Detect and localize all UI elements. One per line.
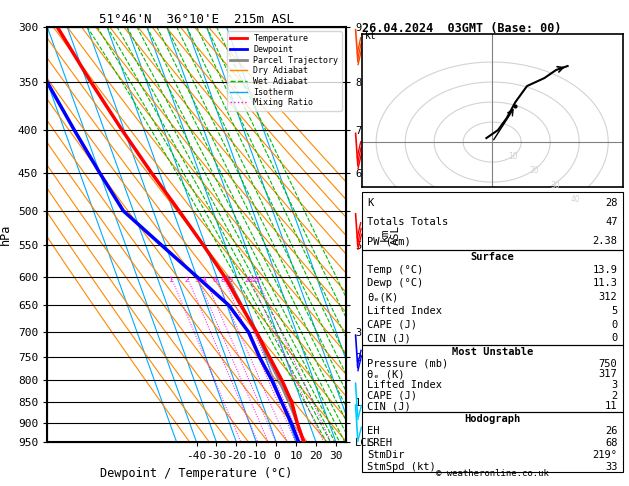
- Text: 4: 4: [202, 277, 206, 282]
- Text: 312: 312: [599, 292, 618, 302]
- Text: PW (cm): PW (cm): [367, 236, 411, 246]
- Text: 10: 10: [225, 277, 233, 282]
- Text: StmDir: StmDir: [367, 450, 404, 460]
- Text: 8: 8: [221, 277, 225, 282]
- Text: 6: 6: [213, 277, 217, 282]
- Text: 11.3: 11.3: [593, 278, 618, 288]
- Text: K: K: [367, 198, 373, 208]
- Title: 51°46'N  36°10'E  215m ASL: 51°46'N 36°10'E 215m ASL: [99, 13, 294, 26]
- Text: 30: 30: [550, 181, 560, 190]
- Text: 3: 3: [194, 277, 199, 282]
- Text: 10: 10: [508, 152, 518, 161]
- Text: 25: 25: [252, 277, 260, 282]
- Text: 5: 5: [611, 306, 618, 316]
- Text: 1: 1: [169, 277, 173, 282]
- Text: © weatheronline.co.uk: © weatheronline.co.uk: [436, 469, 548, 478]
- Text: CIN (J): CIN (J): [367, 401, 411, 411]
- Text: Pressure (mb): Pressure (mb): [367, 359, 448, 368]
- Text: Lifted Index: Lifted Index: [367, 306, 442, 316]
- Text: Lifted Index: Lifted Index: [367, 380, 442, 390]
- Bar: [362, 412, 623, 472]
- Text: 317: 317: [599, 369, 618, 379]
- Text: CAPE (J): CAPE (J): [367, 320, 417, 330]
- Text: 219°: 219°: [593, 450, 618, 460]
- Text: SREH: SREH: [367, 438, 392, 448]
- X-axis label: Dewpoint / Temperature (°C): Dewpoint / Temperature (°C): [101, 467, 292, 480]
- Bar: [362, 345, 623, 412]
- Bar: [362, 192, 623, 250]
- Text: 2: 2: [611, 391, 618, 400]
- Text: 28: 28: [605, 198, 618, 208]
- Text: 13.9: 13.9: [593, 265, 618, 275]
- Text: Most Unstable: Most Unstable: [452, 347, 533, 358]
- Text: 0: 0: [611, 333, 618, 344]
- Text: 20: 20: [529, 166, 539, 175]
- Text: Temp (°C): Temp (°C): [367, 265, 423, 275]
- Text: Hodograph: Hodograph: [464, 414, 520, 424]
- Legend: Temperature, Dewpoint, Parcel Trajectory, Dry Adiabat, Wet Adiabat, Isotherm, Mi: Temperature, Dewpoint, Parcel Trajectory…: [227, 31, 342, 110]
- Text: 3: 3: [611, 380, 618, 390]
- Text: 26: 26: [605, 426, 618, 436]
- Text: CAPE (J): CAPE (J): [367, 391, 417, 400]
- Text: 750: 750: [599, 359, 618, 368]
- Text: 20: 20: [245, 277, 254, 282]
- Text: 2: 2: [185, 277, 189, 282]
- Text: Totals Totals: Totals Totals: [367, 217, 448, 227]
- Text: θₑ(K): θₑ(K): [367, 292, 398, 302]
- Text: kt: kt: [365, 31, 376, 40]
- Text: 40: 40: [571, 195, 581, 204]
- Text: θₑ (K): θₑ (K): [367, 369, 404, 379]
- Bar: [362, 250, 623, 345]
- Text: 68: 68: [605, 438, 618, 448]
- Text: 26.04.2024  03GMT (Base: 00): 26.04.2024 03GMT (Base: 00): [362, 22, 561, 35]
- Text: StmSpd (kt): StmSpd (kt): [367, 462, 436, 471]
- Text: Surface: Surface: [470, 252, 514, 262]
- Text: 11: 11: [605, 401, 618, 411]
- Text: 0: 0: [611, 320, 618, 330]
- Y-axis label: km
ASL: km ASL: [379, 225, 401, 244]
- Text: 2.38: 2.38: [593, 236, 618, 246]
- Text: Dewp (°C): Dewp (°C): [367, 278, 423, 288]
- Text: 33: 33: [605, 462, 618, 471]
- Text: EH: EH: [367, 426, 379, 436]
- Y-axis label: hPa: hPa: [0, 224, 13, 245]
- Text: 47: 47: [605, 217, 618, 227]
- Text: CIN (J): CIN (J): [367, 333, 411, 344]
